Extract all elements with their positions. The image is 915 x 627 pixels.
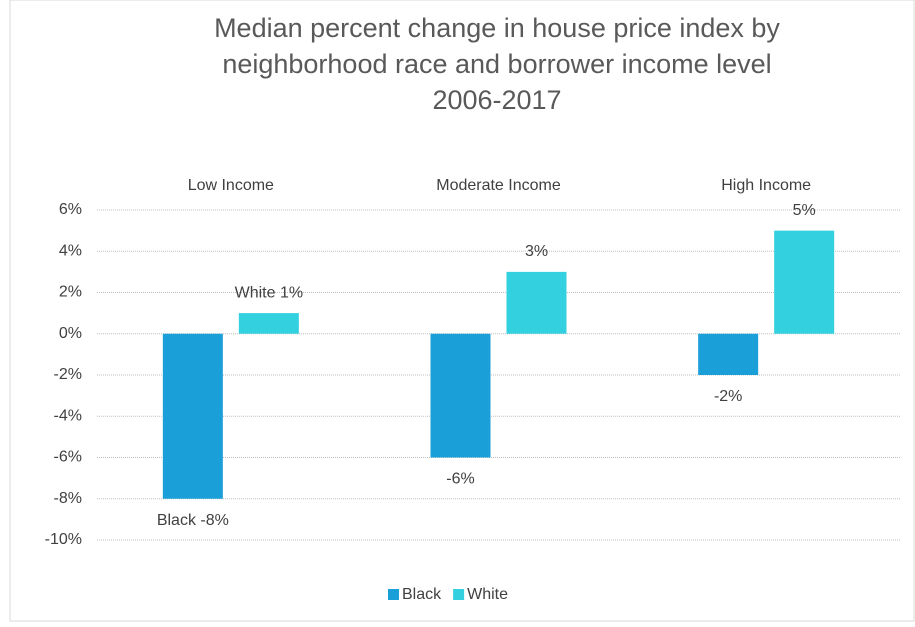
data-label: -6% (446, 471, 474, 488)
category-label: High Income (721, 177, 811, 194)
y-tick-label: -6% (54, 449, 82, 466)
chart-title: neighborhood race and borrower income le… (222, 49, 771, 79)
chart-border (9, 0, 915, 622)
y-tick-label: -4% (54, 407, 82, 424)
bar (698, 333, 759, 375)
bar (430, 333, 491, 458)
y-tick-label: -8% (54, 490, 82, 507)
data-label: -2% (714, 388, 742, 405)
y-tick-label: 4% (59, 242, 82, 259)
chart-title: Median percent change in house price ind… (214, 13, 780, 43)
bar (162, 333, 223, 499)
bar (506, 271, 567, 334)
legend-swatch (453, 589, 465, 600)
category-label: Moderate Income (436, 177, 561, 194)
legend-label: Black (402, 586, 442, 603)
data-label: 5% (793, 202, 816, 219)
y-tick-label: -10% (45, 531, 82, 548)
y-tick-label: -2% (54, 366, 82, 383)
category-label: Low Income (188, 177, 274, 194)
data-label: White 1% (235, 284, 303, 301)
legend-label: White (467, 586, 508, 603)
data-label: Black -8% (157, 512, 229, 529)
bar (238, 313, 299, 334)
chart-title: 2006-2017 (432, 85, 561, 115)
data-label: 3% (525, 243, 548, 260)
bar (774, 230, 835, 334)
y-tick-label: 6% (59, 201, 82, 218)
y-tick-label: 0% (59, 325, 82, 342)
y-tick-label: 2% (59, 284, 82, 301)
legend-swatch (388, 589, 399, 600)
